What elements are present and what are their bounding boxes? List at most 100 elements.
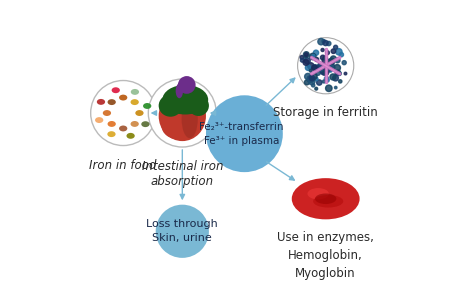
Ellipse shape [97, 99, 105, 105]
Circle shape [301, 59, 304, 62]
Circle shape [314, 77, 318, 81]
Text: Loss through
Skin, urine: Loss through Skin, urine [146, 219, 218, 243]
Circle shape [309, 78, 315, 85]
Circle shape [321, 69, 328, 75]
Circle shape [315, 87, 318, 90]
Circle shape [307, 76, 313, 82]
Circle shape [300, 56, 304, 59]
Circle shape [317, 80, 322, 85]
Text: Storage in ferritin: Storage in ferritin [273, 106, 378, 119]
Circle shape [328, 60, 331, 64]
Circle shape [315, 70, 320, 75]
Ellipse shape [141, 121, 150, 127]
Circle shape [308, 76, 314, 83]
Circle shape [344, 72, 347, 75]
Circle shape [322, 80, 326, 83]
Circle shape [315, 67, 319, 71]
Circle shape [315, 66, 319, 70]
Circle shape [342, 61, 346, 65]
Ellipse shape [159, 91, 206, 141]
Ellipse shape [108, 121, 116, 127]
Circle shape [303, 52, 309, 57]
Circle shape [324, 57, 328, 61]
Circle shape [334, 45, 337, 49]
Text: Fe₂³⁺-transferrin
Fe³⁺ in plasma: Fe₂³⁺-transferrin Fe³⁺ in plasma [199, 122, 283, 146]
Ellipse shape [119, 95, 128, 101]
Circle shape [325, 67, 328, 70]
Ellipse shape [182, 100, 198, 138]
Circle shape [304, 56, 307, 59]
Circle shape [328, 69, 330, 72]
Ellipse shape [159, 94, 182, 117]
Ellipse shape [178, 76, 196, 94]
Ellipse shape [127, 133, 135, 139]
Ellipse shape [111, 87, 120, 93]
Ellipse shape [103, 110, 111, 116]
Circle shape [304, 80, 310, 85]
Ellipse shape [176, 83, 183, 98]
Ellipse shape [292, 178, 360, 219]
Circle shape [206, 95, 283, 172]
Circle shape [323, 40, 328, 46]
Circle shape [330, 74, 336, 80]
Ellipse shape [163, 85, 208, 115]
Circle shape [309, 75, 315, 81]
Circle shape [322, 58, 328, 64]
Circle shape [335, 86, 337, 89]
Circle shape [323, 56, 327, 60]
Circle shape [310, 53, 316, 60]
Circle shape [327, 41, 331, 46]
Circle shape [303, 60, 309, 65]
Circle shape [312, 54, 315, 57]
Circle shape [338, 80, 342, 83]
Circle shape [312, 65, 317, 70]
Ellipse shape [130, 121, 139, 127]
Circle shape [326, 72, 328, 75]
Circle shape [331, 49, 336, 53]
Ellipse shape [143, 103, 151, 109]
Circle shape [311, 73, 317, 80]
Circle shape [323, 67, 329, 73]
Ellipse shape [119, 126, 128, 132]
Circle shape [318, 63, 324, 69]
Circle shape [324, 76, 329, 81]
Circle shape [320, 69, 326, 75]
Circle shape [318, 38, 324, 45]
Circle shape [334, 64, 340, 71]
Circle shape [322, 40, 326, 43]
Ellipse shape [313, 195, 343, 208]
Circle shape [326, 51, 329, 55]
Circle shape [326, 61, 329, 63]
Circle shape [311, 84, 315, 87]
Text: Intestinal iron
absorption: Intestinal iron absorption [142, 160, 223, 188]
Circle shape [91, 80, 155, 146]
Text: Use in enzymes,
Hemoglobin,
Myoglobin: Use in enzymes, Hemoglobin, Myoglobin [277, 231, 374, 280]
Circle shape [323, 70, 328, 74]
Circle shape [326, 59, 328, 61]
Circle shape [328, 58, 335, 64]
Circle shape [335, 58, 340, 63]
Circle shape [315, 57, 319, 61]
Ellipse shape [315, 193, 337, 204]
Circle shape [335, 70, 341, 75]
Ellipse shape [107, 131, 116, 137]
Circle shape [320, 55, 325, 60]
Circle shape [330, 68, 332, 70]
Text: Iron in food: Iron in food [90, 159, 157, 172]
Circle shape [328, 59, 334, 64]
Circle shape [328, 64, 334, 71]
Circle shape [312, 65, 318, 70]
Circle shape [330, 64, 334, 68]
Circle shape [298, 38, 354, 94]
Ellipse shape [108, 99, 116, 105]
Circle shape [319, 67, 323, 71]
Ellipse shape [130, 99, 139, 105]
Circle shape [337, 72, 341, 75]
Circle shape [320, 64, 322, 67]
Circle shape [305, 65, 311, 70]
Circle shape [313, 50, 319, 55]
Circle shape [336, 49, 342, 55]
Circle shape [148, 79, 216, 147]
Circle shape [326, 78, 329, 82]
Circle shape [330, 56, 336, 62]
